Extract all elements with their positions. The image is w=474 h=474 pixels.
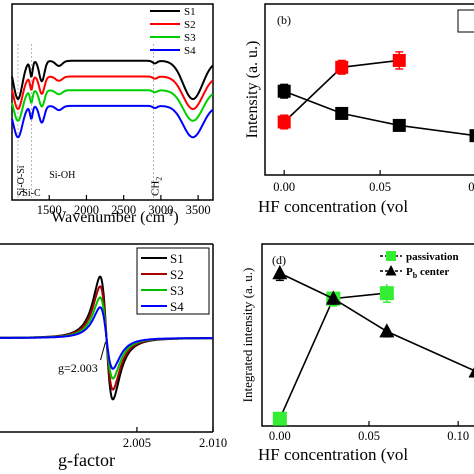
panel-a-frame [11,3,214,201]
x-tick-label: 0.05 [369,180,391,194]
panel-tag: (b) [277,13,291,27]
panel-b-frame [264,3,474,176]
x-tick-label: 0.05 [358,429,380,443]
data-point-black [469,129,474,143]
x-tick-label: 2.005 [123,436,151,450]
x-tick-label: 0.00 [273,180,295,194]
legend-label: S1 [184,6,196,18]
data-point-black [335,106,349,120]
legend-box [136,247,210,315]
x-axis-title: g-factor [58,450,115,470]
series-s4-line [0,306,213,370]
data-point-red [392,53,406,67]
x-tick-label: 0.10 [447,429,469,443]
data-point-pb-center [325,290,341,305]
data-point-pb-center [468,367,474,378]
data-point-red [335,60,349,74]
legend-label: Pb center [406,266,449,280]
annotation-ch2: CH2 [149,177,163,196]
annotation-arrow [100,341,106,361]
series-s4-line [11,104,214,139]
legend-label: S4 [170,299,184,314]
data-point-passivation [272,411,287,426]
series-line [279,292,387,420]
legend-marker-passivation [386,251,396,261]
legend-label: S4 [184,45,196,57]
x-axis-title: Wavenumber (cm-1) [51,208,178,226]
data-point-pb-center [272,265,288,280]
annotation-si-oh: Si-OH [49,170,75,181]
x-tick-label: 3000 [148,203,173,217]
x-tick-label: 1500 [37,203,62,217]
data-point-red [277,115,291,129]
legend-label: S1 [170,251,184,266]
panel-b-intensity: (b) 0.00 0.05 0.1 HF concentration (vol Inten… [244,3,474,216]
annotation-si-c: Si-C [22,188,41,199]
annotation-si-o-si: Si-O-Si [16,165,27,196]
data-point-pb-center [379,323,395,338]
x-tick-label: 2500 [111,203,136,217]
x-axis-title: HF concentration (vol [258,197,408,216]
annotation-g: g=2.003 [58,361,98,375]
panel-d-integrated: (d) 0.00 0.05 0.10 HF concentration (vol Inte… [240,243,474,464]
legend-marker-pb-center [385,265,397,276]
series-line [283,90,474,137]
series-line [279,272,474,372]
data-point-black [392,118,406,132]
y-axis-title: Intensity (a. u.) [244,41,261,139]
x-tick-label: 2000 [74,203,99,217]
series-s1-line [11,59,214,101]
panel-tag: (d) [272,253,286,267]
series-s2-line [11,75,214,111]
data-point-black [277,84,291,98]
x-tick-label: 0.1 [468,180,474,194]
legend-label: S3 [184,32,196,44]
legend-label: passivation [406,251,459,263]
y-axis-title: Integrated intensity (a. u.) [240,268,255,403]
x-tick-label: 3500 [186,203,211,217]
data-point-passivation [379,286,394,301]
legend-box [457,9,474,33]
legend-label: S2 [184,19,196,31]
legend-label: S2 [170,267,184,282]
panel-d-frame [261,243,474,427]
series-s3-line [11,89,214,122]
x-tick-label: 2.010 [199,436,227,450]
legend-label: S3 [170,283,184,298]
x-axis-title: HF concentration (vol [258,445,408,464]
x-tick-label: 0.00 [269,429,291,443]
